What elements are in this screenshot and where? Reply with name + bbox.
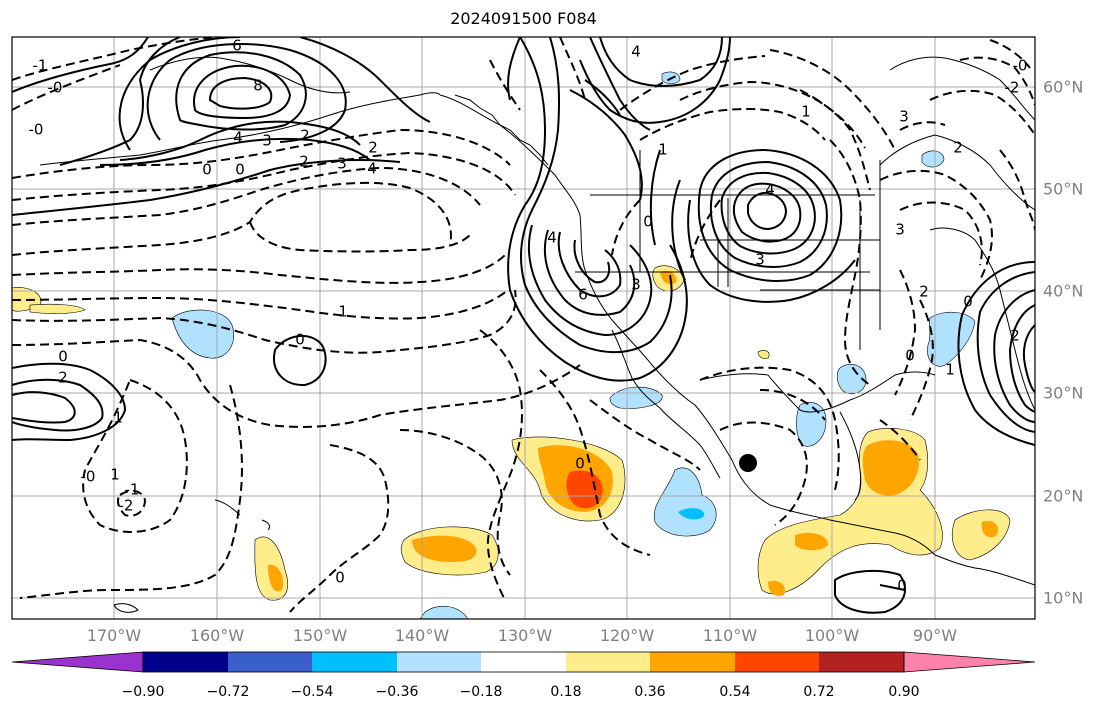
contour-label: 1 [113, 409, 123, 427]
colorbar-tick: 0.36 [634, 684, 666, 700]
lon-label: 140°W [394, 626, 450, 645]
contour-label: -1 [33, 57, 48, 75]
contour-label: 3 [899, 108, 909, 126]
contour-label: 0 [335, 569, 345, 587]
contour-label: 1 [110, 466, 120, 484]
lat-label: 40°N [1043, 281, 1084, 301]
contour-label: 0 [58, 348, 68, 366]
contour-label: -2 [119, 497, 134, 515]
contour-label: 6 [578, 286, 588, 304]
contour-label: 3 [337, 155, 347, 173]
lon-label: 170°W [86, 626, 142, 645]
dashed-contours [12, 37, 1035, 613]
colorbar-tick: −0.36 [375, 684, 419, 700]
contour-label: 1 [658, 141, 668, 159]
contour-label: -0 [1013, 57, 1028, 75]
contour-label: 2 [953, 139, 963, 157]
contour-label: 3 [262, 132, 272, 150]
lat-label: 20°N [1043, 486, 1084, 506]
storm-center-marker [739, 454, 757, 472]
contour-label: -0 [81, 468, 96, 486]
contour-label: 4 [547, 229, 557, 247]
lon-label: 130°W [497, 626, 553, 645]
contour-label: -0 [29, 121, 44, 139]
contour-label: 0 [202, 161, 212, 179]
contour-label: 2 [58, 369, 68, 387]
solid-contours [12, 37, 1035, 614]
map-title: 2024091500 F084 [450, 9, 597, 28]
contour-label: 2 [919, 283, 929, 301]
contour-label: 2 [299, 153, 309, 171]
map-frame [11, 36, 1036, 620]
contour-label: 3 [631, 276, 641, 294]
contour-label: 3 [755, 251, 765, 269]
colorbar-tick: 0.18 [550, 684, 582, 700]
colorbar-tick: −0.72 [206, 684, 250, 700]
colorbar-tick: −0.54 [290, 684, 334, 700]
lon-label: 100°W [804, 626, 860, 645]
lon-label: 120°W [599, 626, 655, 645]
colorbar-tick: 0.54 [719, 684, 751, 700]
colorbar-tick: 0.90 [888, 684, 920, 700]
lon-label: 90°W [912, 626, 958, 645]
contour-label: 0 [897, 577, 907, 595]
colorbar-tick: −0.18 [459, 684, 503, 700]
contour-label: 4 [631, 43, 641, 61]
contour-label: 2 [1010, 327, 1020, 345]
contour-label: 1 [801, 103, 811, 121]
lat-label: 60°N [1043, 77, 1084, 97]
contour-label: -1 [125, 481, 140, 499]
contour-label: 0 [295, 331, 305, 349]
lon-label: 110°W [702, 626, 758, 645]
contour-label: 6 [232, 37, 242, 55]
contour-label: 4 [765, 181, 775, 199]
contour-label: 0 [235, 161, 245, 179]
contour-label: 4 [233, 129, 243, 147]
lat-label: 10°N [1043, 588, 1084, 608]
contour-labels: 6 8 4 3 2 0 0 0 2 1 4 6 3 4 3 1 0 2 4 0 … [29, 37, 1028, 595]
lat-label: 50°N [1043, 179, 1084, 199]
contour-label: 2 [300, 127, 310, 145]
contour-label: 0 [905, 347, 915, 365]
lon-label: 150°W [292, 626, 348, 645]
colorbar-tick: 0.72 [803, 684, 835, 700]
contour-label: 2 [368, 139, 378, 157]
coastlines [39, 56, 1035, 613]
lon-label: 160°W [189, 626, 245, 645]
contour-label: 1 [945, 361, 955, 379]
contour-label: -0 [48, 79, 63, 97]
contour-label: 8 [253, 77, 263, 95]
contour-label: -2 [1005, 79, 1020, 97]
lat-label: 30°N [1043, 383, 1084, 403]
contour-label: 1 [338, 303, 348, 321]
contour-label: 0 [575, 455, 585, 473]
contour-label: 0 [963, 293, 973, 311]
contour-label: 3 [895, 221, 905, 239]
colorbar-tick: −0.90 [121, 684, 165, 700]
contour-label: 0 [643, 213, 653, 231]
contour-label: 4 [367, 160, 377, 178]
